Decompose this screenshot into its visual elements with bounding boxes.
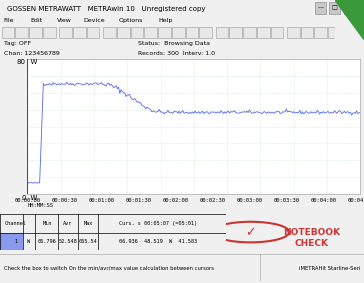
Text: Device: Device: [83, 18, 105, 23]
Text: File: File: [4, 18, 14, 23]
Bar: [2, 27, 15, 38]
Bar: [329, 2, 340, 14]
Text: 00:03:30: 00:03:30: [273, 198, 299, 203]
Text: W: W: [25, 59, 37, 65]
Bar: [344, 2, 355, 14]
Text: Records: 300  Interv: 1.0: Records: 300 Interv: 1.0: [138, 51, 215, 56]
Text: 00:02:00: 00:02:00: [162, 198, 188, 203]
Text: 06.936  48.519  W  41.583: 06.936 48.519 W 41.583: [119, 239, 197, 244]
Text: Status:  Browsing Data: Status: Browsing Data: [138, 41, 210, 46]
Text: □: □: [332, 5, 338, 10]
Bar: [229, 27, 242, 38]
Bar: [186, 27, 198, 38]
Bar: [87, 27, 99, 38]
Bar: [315, 2, 326, 14]
Bar: [131, 27, 143, 38]
Bar: [0, 233, 23, 250]
Text: Max: Max: [83, 221, 93, 226]
Text: Tag: OFF: Tag: OFF: [4, 41, 31, 46]
Text: CHECK: CHECK: [294, 239, 328, 248]
Text: 00:03:00: 00:03:00: [236, 198, 262, 203]
Text: Check the box to switch On the min/avr/max value calculation between cursors: Check the box to switch On the min/avr/m…: [4, 266, 214, 271]
Bar: [314, 27, 327, 38]
Polygon shape: [335, 0, 364, 40]
Bar: [301, 27, 313, 38]
Bar: [29, 27, 42, 38]
Bar: [345, 27, 357, 38]
Text: 06.796: 06.796: [38, 239, 57, 244]
Text: Edit: Edit: [30, 18, 42, 23]
Text: W: W: [25, 195, 37, 201]
Bar: [243, 27, 256, 38]
Bar: [199, 27, 212, 38]
Text: 0: 0: [21, 195, 25, 201]
Text: GOSSEN METRAWATT   METRAwin 10   Unregistered copy: GOSSEN METRAWATT METRAwin 10 Unregistere…: [7, 6, 206, 12]
Bar: [145, 27, 157, 38]
Bar: [59, 27, 72, 38]
Text: 00:01:00: 00:01:00: [88, 198, 114, 203]
Bar: [215, 27, 228, 38]
Text: 065.54: 065.54: [79, 239, 98, 244]
Text: Channel: Channel: [5, 221, 27, 226]
Bar: [287, 27, 300, 38]
Text: —: —: [317, 5, 324, 10]
Text: Curs. s 00:05:07 (=05:01): Curs. s 00:05:07 (=05:01): [119, 221, 197, 226]
Text: Help: Help: [158, 18, 173, 23]
Bar: [43, 27, 56, 38]
Text: 00:02:30: 00:02:30: [199, 198, 225, 203]
Text: W: W: [27, 239, 30, 244]
Text: Min: Min: [43, 221, 52, 226]
Bar: [103, 27, 116, 38]
Text: Avr: Avr: [63, 221, 72, 226]
Text: 00:04:30: 00:04:30: [347, 198, 364, 203]
Bar: [158, 27, 171, 38]
Text: 80: 80: [17, 59, 25, 65]
Bar: [172, 27, 185, 38]
Text: View: View: [57, 18, 72, 23]
Text: Chan: 123456789: Chan: 123456789: [4, 51, 60, 56]
Bar: [270, 27, 283, 38]
Bar: [117, 27, 130, 38]
Text: NOTEBOOK: NOTEBOOK: [283, 228, 340, 237]
Text: 00:00:30: 00:00:30: [51, 198, 77, 203]
Text: iMETRAHit Starline-Seri: iMETRAHit Starline-Seri: [299, 266, 360, 271]
Text: 00:00:00: 00:00:00: [14, 198, 40, 203]
Bar: [328, 27, 341, 38]
Text: 52.548: 52.548: [58, 239, 77, 244]
Bar: [358, 27, 364, 38]
Text: 00:04:00: 00:04:00: [310, 198, 336, 203]
Text: HH:MM:SS: HH:MM:SS: [27, 203, 53, 208]
Bar: [257, 27, 270, 38]
Text: ✓: ✓: [245, 226, 256, 239]
Text: 00:01:30: 00:01:30: [125, 198, 151, 203]
Text: Options: Options: [119, 18, 143, 23]
Bar: [15, 27, 28, 38]
Bar: [73, 27, 86, 38]
Text: 1: 1: [14, 239, 17, 244]
Text: ✕: ✕: [347, 5, 352, 10]
